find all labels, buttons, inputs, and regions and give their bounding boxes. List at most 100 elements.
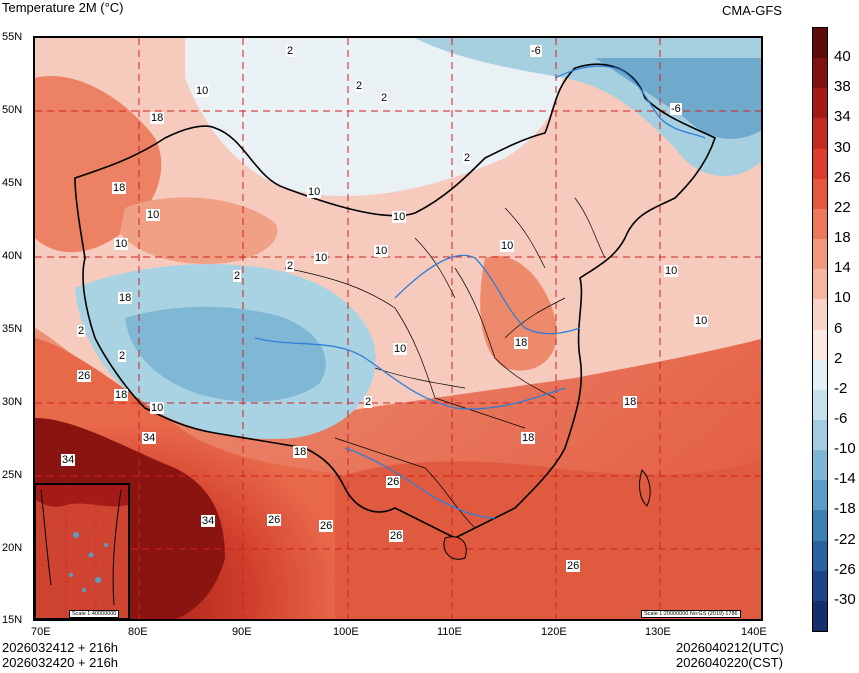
inset-scale: Scale 1:40000000	[69, 610, 120, 618]
rivers	[254, 65, 706, 519]
colorbar-tick-label: -26	[834, 560, 856, 578]
colorbar-tick-label: 18	[834, 229, 851, 247]
colorbar-segment	[813, 510, 827, 542]
colorbar-tick-label: -2	[834, 379, 848, 397]
contour-label: 10	[314, 252, 329, 264]
contour-label: 18	[623, 396, 638, 408]
contour-label: 18	[521, 432, 536, 444]
colorbar-tick-label: 26	[834, 168, 851, 186]
lat-label: 45N	[2, 177, 23, 189]
lat-label: 15N	[2, 614, 23, 626]
colorbar-tick-label: 14	[834, 259, 851, 277]
graticule	[35, 38, 761, 619]
lat-label: 20N	[2, 542, 23, 554]
valid-time-cst: 2026040220(CST)	[676, 655, 783, 670]
colorbar-segment	[813, 359, 827, 391]
colorbar-segment	[813, 480, 827, 511]
inset-map	[36, 485, 128, 618]
contour-label: -6	[530, 45, 542, 57]
contour-label: 18	[293, 446, 308, 458]
contour-label: 10	[150, 402, 165, 414]
colorbar-tick-label: -6	[834, 409, 848, 427]
colorbar-segment	[813, 118, 827, 150]
colorbar-tick-label: -18	[834, 500, 856, 518]
colorbar-tick-label: 10	[834, 289, 851, 307]
chart-title: Temperature 2M (°C)	[2, 0, 124, 15]
colorbar-segment	[813, 329, 827, 361]
colorbar-tick-label: 34	[834, 108, 851, 126]
lon-label: 70E	[31, 626, 51, 638]
colorbar-segment	[813, 239, 827, 270]
contour-label: 10	[393, 343, 408, 355]
contour-label: 10	[307, 186, 322, 198]
lat-label: 35N	[2, 323, 23, 335]
colorbar-segment	[813, 600, 827, 632]
northeast-colder-field	[595, 58, 761, 139]
colorbar-tick-label: -30	[834, 590, 856, 608]
contour-label: 34	[142, 432, 157, 444]
contour-label: 10	[114, 238, 129, 250]
colorbar-segment	[813, 299, 827, 330]
colorbar-tick-label: -22	[834, 530, 856, 548]
tibet-colder-field	[125, 306, 326, 402]
contour-label: 2	[380, 92, 389, 104]
contour-label: 26	[566, 560, 581, 572]
model-name: CMA-GFS	[722, 3, 782, 18]
taiwan	[639, 469, 651, 507]
contour-label: 18	[118, 292, 133, 304]
contour-label: 26	[77, 370, 92, 382]
colorbar-segment	[813, 570, 827, 602]
contour-label: 26	[389, 530, 404, 542]
colorbar-tick-label: 22	[834, 198, 851, 216]
east-china-warm	[480, 256, 557, 371]
colorbar-segment	[813, 419, 827, 451]
south-china-warm	[335, 459, 761, 619]
contour-label: -6	[670, 103, 682, 115]
contour-label: 26	[386, 476, 401, 488]
contour-label: 2	[463, 152, 472, 164]
colorbar-segment	[813, 269, 827, 300]
colorbar	[812, 27, 828, 632]
lon-label: 110E	[437, 626, 462, 638]
contour-label: 10	[146, 209, 161, 221]
lon-label: 120E	[541, 626, 567, 638]
contour-label: 2	[364, 396, 373, 408]
valid-time-utc: 2026040212(UTC)	[676, 640, 784, 655]
contour-label: 10	[195, 85, 210, 97]
colorbar-tick-label: 30	[834, 138, 851, 156]
contour-label: 18	[114, 389, 129, 401]
colorbar-segment	[813, 88, 827, 119]
contour-label: 2	[118, 350, 127, 362]
contour-label: 2	[77, 325, 86, 337]
contour-label: 18	[150, 112, 165, 124]
colorbar-segment	[813, 450, 827, 481]
colorbar-segment	[813, 389, 827, 421]
contour-label: 18	[514, 337, 529, 349]
contour-label: 2	[286, 45, 295, 57]
colorbar-segment	[813, 178, 827, 210]
lat-label: 55N	[2, 31, 23, 43]
lon-label: 130E	[645, 626, 671, 638]
contour-label: 10	[500, 240, 515, 252]
init-time-utc: 2026032412 + 216h	[2, 640, 119, 655]
lon-label: 100E	[333, 626, 359, 638]
lat-label: 50N	[2, 104, 23, 116]
contour-label: 10	[392, 211, 407, 223]
contour-label: 2	[286, 260, 295, 272]
lat-label: 40N	[2, 250, 23, 262]
colorbar-tick-label: 2	[834, 349, 843, 367]
contour-label: 34	[61, 454, 76, 466]
contour-label: 2	[233, 270, 242, 282]
map-scale-note: Scale 1:20000000 No:GS (2019) 1786	[641, 610, 741, 618]
colorbar-tick-label: 38	[834, 78, 851, 96]
init-time-cst: 2026032420 + 216h	[2, 655, 119, 670]
lon-label: 80E	[128, 626, 148, 638]
lat-label: 25N	[2, 469, 23, 481]
contour-label: 26	[319, 520, 334, 532]
contour-label: 10	[664, 265, 679, 277]
contour-label: 34	[201, 515, 216, 527]
contour-label: 10	[694, 315, 709, 327]
colorbar-tick-label: 40	[834, 48, 851, 66]
contour-label: 2	[355, 80, 364, 92]
lon-label: 140E	[741, 626, 767, 638]
